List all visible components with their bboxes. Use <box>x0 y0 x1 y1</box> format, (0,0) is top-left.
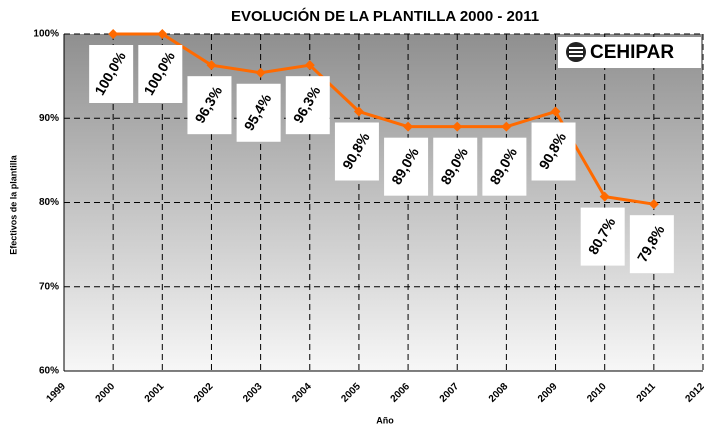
x-tick-label: 2000 <box>94 381 118 405</box>
data-point <box>255 67 266 78</box>
data-label-box <box>236 83 281 142</box>
data-label-box <box>334 122 379 181</box>
data-label-box <box>285 76 330 135</box>
data-label-box <box>531 122 576 181</box>
data-point <box>501 121 512 132</box>
chart-title: EVOLUCIÓN DE LA PLANTILLA 2000 - 2011 <box>231 7 539 25</box>
x-tick-label: 1999 <box>44 381 68 405</box>
x-tick-label: 2001 <box>143 381 167 405</box>
y-tick-label: 60% <box>39 366 59 377</box>
data-label-box <box>433 137 478 196</box>
marks: 100,0% 100,0%96,3% 95,4% 96,3%90,8% 89,0% 89,… <box>89 29 674 274</box>
data-point <box>403 121 414 132</box>
data-point <box>452 121 463 132</box>
data-label-box <box>580 207 625 266</box>
x-tick-label: 2011 <box>635 381 658 404</box>
data-label-box <box>629 215 674 274</box>
x-tick-label: 2007 <box>438 381 462 405</box>
x-axis-label: Año <box>376 415 394 425</box>
x-tick-label: 2012 <box>683 381 704 405</box>
data-label-box <box>89 45 134 103</box>
data-point <box>648 199 659 210</box>
logo-icon-lines <box>569 47 583 57</box>
logo-text: CEHIPAR <box>590 42 674 63</box>
x-tick-label: 2005 <box>339 381 363 405</box>
y-tick-label: 80% <box>39 197 59 208</box>
x-tick-label: 2004 <box>290 381 314 405</box>
x-tick-label: 2003 <box>241 381 265 405</box>
x-tick-label: 2009 <box>536 381 560 405</box>
data-point <box>599 191 610 202</box>
data-point <box>304 60 315 71</box>
data-point <box>157 29 168 39</box>
data-label-box <box>138 45 183 103</box>
y-tick-label: 70% <box>39 281 59 292</box>
y-tick-label: 90% <box>39 113 59 124</box>
x-tick-label: 2010 <box>585 381 609 405</box>
data-label-box <box>187 76 232 135</box>
x-tick-label: 2002 <box>192 381 216 405</box>
y-tick-label: 100% <box>33 29 59 40</box>
data-point <box>353 106 364 117</box>
data-label-box <box>384 137 429 196</box>
data-label-box <box>482 137 527 196</box>
data-point <box>550 106 561 117</box>
data-point <box>108 29 119 39</box>
x-tick-label: 2006 <box>389 381 413 405</box>
data-point <box>206 60 217 71</box>
x-tick-label: 2008 <box>487 381 511 405</box>
y-axis-label: Efectivos de la plantilla <box>8 154 18 255</box>
